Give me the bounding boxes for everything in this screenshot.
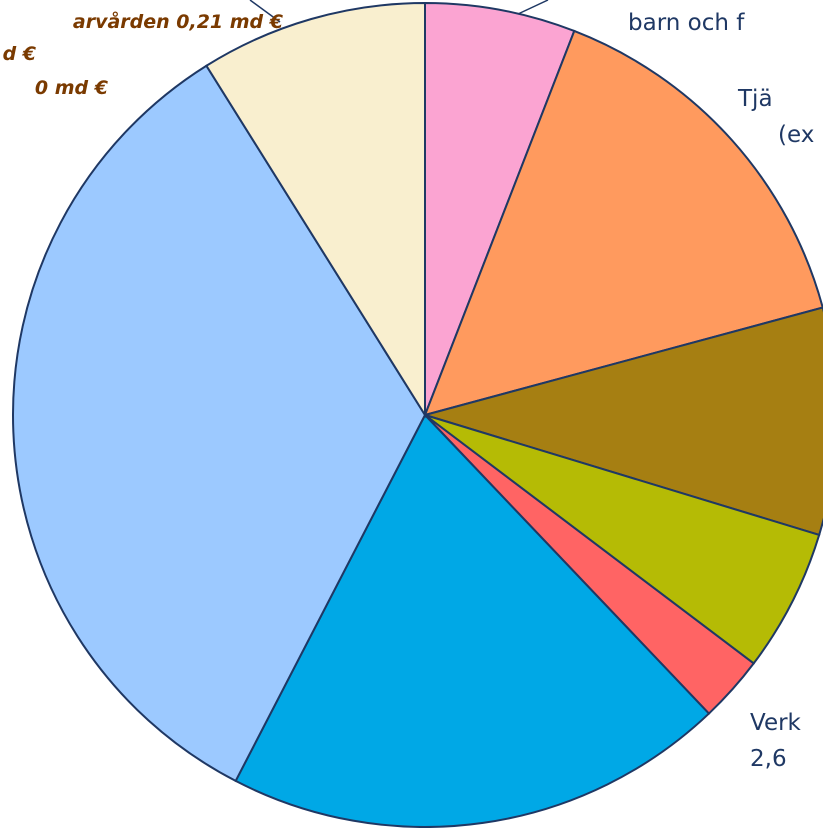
annotation: barn och f — [628, 10, 745, 36]
pie-slice — [424, 1, 576, 416]
leader-line — [517, 0, 549, 15]
annotation: 0 md € — [35, 77, 109, 99]
annotation: 2,6 — [750, 746, 787, 772]
annotation: d € — [3, 43, 37, 65]
pie-slice — [423, 29, 823, 417]
pie-slice — [421, 306, 823, 537]
annotation: Verk — [750, 710, 802, 736]
pie-slice — [234, 413, 711, 828]
pie-slice — [205, 1, 426, 419]
annotation: arvården 0,21 md € — [73, 9, 284, 33]
pie — [12, 1, 823, 828]
annotation: Tjä — [737, 86, 773, 112]
leader-line — [249, 0, 281, 23]
annotation: (ex — [778, 122, 814, 148]
pie-slice — [12, 64, 427, 783]
pie-slice — [424, 414, 821, 665]
